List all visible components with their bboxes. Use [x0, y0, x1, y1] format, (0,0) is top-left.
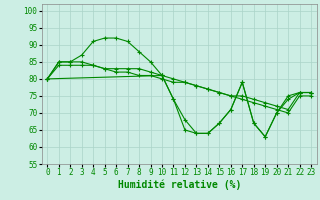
X-axis label: Humidité relative (%): Humidité relative (%) — [117, 180, 241, 190]
